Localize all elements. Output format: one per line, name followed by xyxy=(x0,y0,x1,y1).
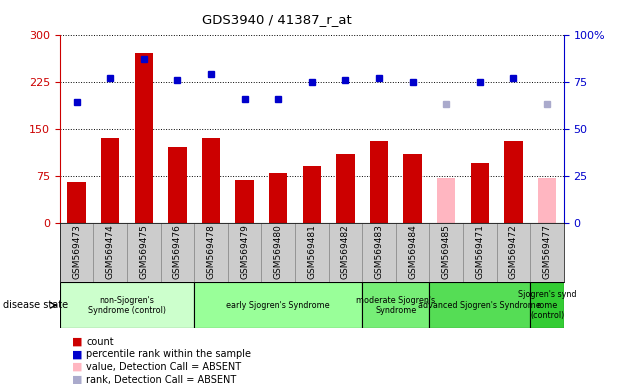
Text: GSM569480: GSM569480 xyxy=(274,225,283,280)
Bar xyxy=(329,223,362,282)
Bar xyxy=(538,177,556,223)
Text: GSM569482: GSM569482 xyxy=(341,225,350,279)
Bar xyxy=(530,223,564,282)
Bar xyxy=(504,141,523,223)
Bar xyxy=(295,223,329,282)
Text: ■: ■ xyxy=(72,362,83,372)
Bar xyxy=(194,282,362,328)
Bar xyxy=(168,147,186,223)
Text: GSM569484: GSM569484 xyxy=(408,225,417,279)
Text: GSM569477: GSM569477 xyxy=(542,225,551,280)
Text: GSM569476: GSM569476 xyxy=(173,225,182,280)
Text: ■: ■ xyxy=(72,375,83,384)
Bar xyxy=(362,223,396,282)
Text: ■: ■ xyxy=(72,337,83,347)
Bar xyxy=(430,282,530,328)
Bar xyxy=(228,223,261,282)
Bar xyxy=(127,223,161,282)
Bar xyxy=(471,163,489,223)
Text: GSM569474: GSM569474 xyxy=(106,225,115,279)
Bar xyxy=(202,138,220,223)
Bar xyxy=(93,223,127,282)
Bar xyxy=(336,154,355,223)
Text: percentile rank within the sample: percentile rank within the sample xyxy=(86,349,251,359)
Text: GSM569479: GSM569479 xyxy=(240,225,249,280)
Text: GSM569471: GSM569471 xyxy=(476,225,484,280)
Bar xyxy=(463,223,496,282)
Bar xyxy=(135,53,153,223)
Text: rank, Detection Call = ABSENT: rank, Detection Call = ABSENT xyxy=(86,375,236,384)
Bar xyxy=(67,182,86,223)
Bar xyxy=(60,282,194,328)
Text: GSM569483: GSM569483 xyxy=(375,225,384,280)
Bar xyxy=(269,172,287,223)
Text: GSM569473: GSM569473 xyxy=(72,225,81,280)
Text: early Sjogren's Syndrome: early Sjogren's Syndrome xyxy=(226,301,330,310)
Bar xyxy=(194,223,228,282)
Bar xyxy=(261,223,295,282)
Text: moderate Sjogren's
Syndrome: moderate Sjogren's Syndrome xyxy=(357,296,435,315)
Bar xyxy=(396,223,430,282)
Bar xyxy=(236,180,254,223)
Bar xyxy=(362,282,430,328)
Text: non-Sjogren's
Syndrome (control): non-Sjogren's Syndrome (control) xyxy=(88,296,166,315)
Bar xyxy=(403,154,422,223)
Text: GSM569472: GSM569472 xyxy=(509,225,518,279)
Bar xyxy=(430,223,463,282)
Bar xyxy=(437,177,455,223)
Bar xyxy=(101,138,120,223)
Text: GSM569481: GSM569481 xyxy=(307,225,316,280)
Bar xyxy=(161,223,194,282)
Text: count: count xyxy=(86,337,114,347)
Text: GSM569478: GSM569478 xyxy=(207,225,215,280)
Text: Sjogren's synd
rome
(control): Sjogren's synd rome (control) xyxy=(518,290,576,320)
Bar xyxy=(530,282,564,328)
Text: GSM569485: GSM569485 xyxy=(442,225,450,280)
Bar xyxy=(496,223,530,282)
Bar xyxy=(302,166,321,223)
Text: GDS3940 / 41387_r_at: GDS3940 / 41387_r_at xyxy=(202,13,352,26)
Text: GSM569475: GSM569475 xyxy=(139,225,148,280)
Text: ■: ■ xyxy=(72,349,83,359)
Bar xyxy=(60,223,93,282)
Bar xyxy=(370,141,388,223)
Text: advanced Sjogren's Syndrome: advanced Sjogren's Syndrome xyxy=(418,301,541,310)
Text: value, Detection Call = ABSENT: value, Detection Call = ABSENT xyxy=(86,362,241,372)
Text: disease state: disease state xyxy=(3,300,68,310)
